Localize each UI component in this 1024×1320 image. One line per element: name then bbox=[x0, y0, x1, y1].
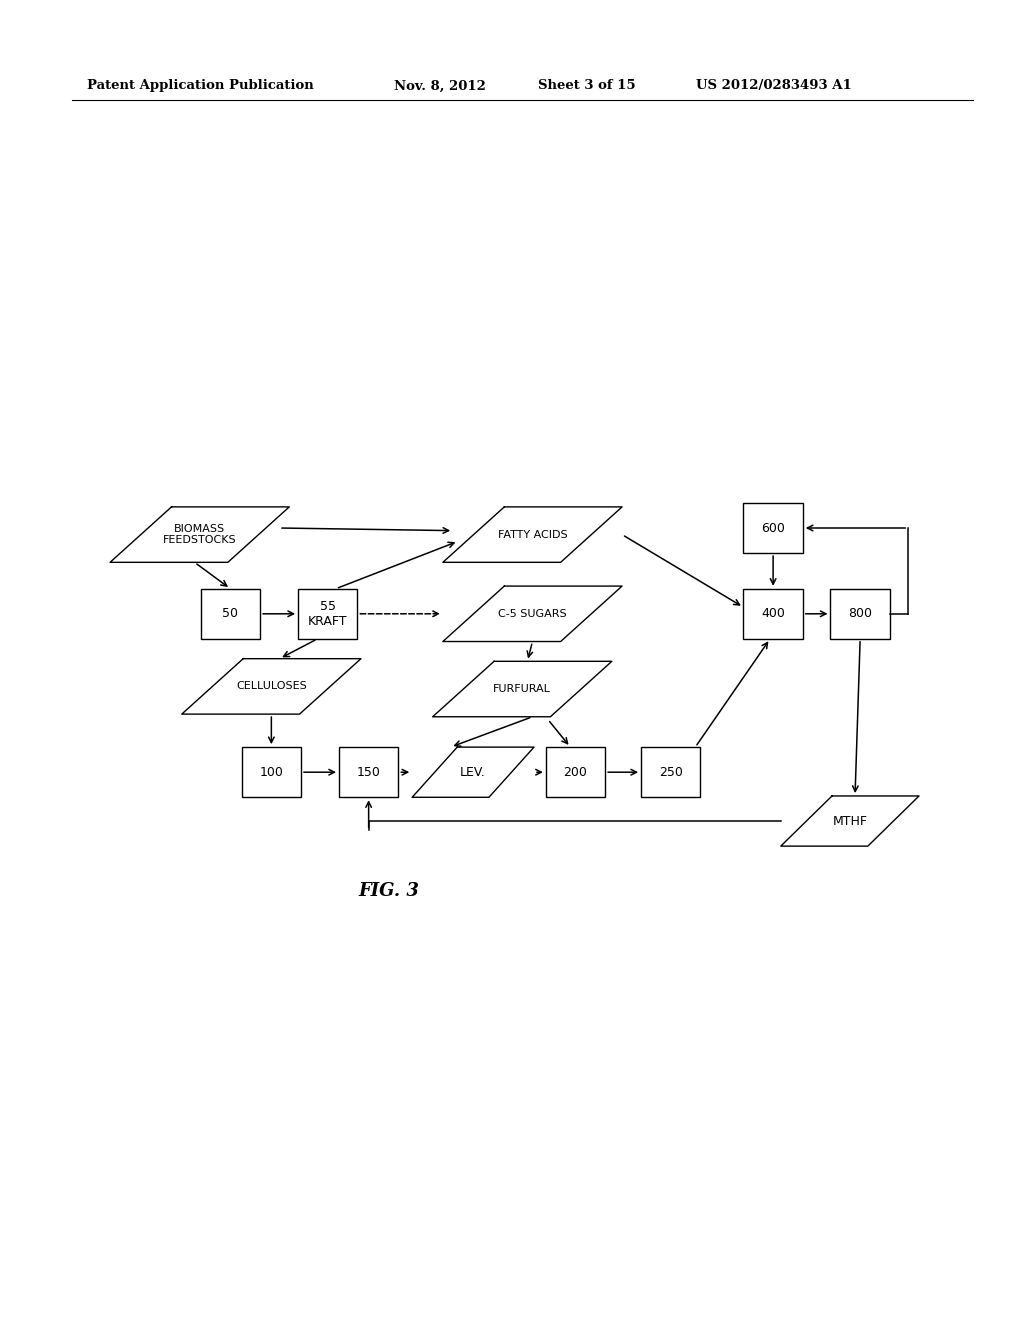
Polygon shape bbox=[442, 586, 623, 642]
Text: 200: 200 bbox=[563, 766, 588, 779]
Text: 250: 250 bbox=[658, 766, 683, 779]
Text: Patent Application Publication: Patent Application Publication bbox=[87, 79, 313, 92]
Bar bbox=[298, 589, 357, 639]
Text: 50: 50 bbox=[222, 607, 239, 620]
Bar bbox=[743, 503, 803, 553]
Text: Sheet 3 of 15: Sheet 3 of 15 bbox=[538, 79, 635, 92]
Text: 800: 800 bbox=[848, 607, 872, 620]
Bar bbox=[201, 589, 260, 639]
Text: 600: 600 bbox=[761, 521, 785, 535]
Bar bbox=[339, 747, 398, 797]
Text: C-5 SUGARS: C-5 SUGARS bbox=[498, 609, 567, 619]
Bar bbox=[830, 589, 890, 639]
Text: CELLULOSES: CELLULOSES bbox=[236, 681, 307, 692]
Text: 100: 100 bbox=[259, 766, 284, 779]
Bar bbox=[546, 747, 605, 797]
Text: FIG. 3: FIG. 3 bbox=[358, 882, 420, 900]
Text: FATTY ACIDS: FATTY ACIDS bbox=[498, 529, 567, 540]
Polygon shape bbox=[111, 507, 289, 562]
Text: 55
KRAFT: 55 KRAFT bbox=[308, 599, 347, 628]
Polygon shape bbox=[780, 796, 920, 846]
Bar bbox=[743, 589, 803, 639]
Bar bbox=[242, 747, 301, 797]
Bar bbox=[641, 747, 700, 797]
Text: 400: 400 bbox=[761, 607, 785, 620]
Polygon shape bbox=[442, 507, 623, 562]
Polygon shape bbox=[182, 659, 361, 714]
Text: 150: 150 bbox=[356, 766, 381, 779]
Text: FURFURAL: FURFURAL bbox=[494, 684, 551, 694]
Text: US 2012/0283493 A1: US 2012/0283493 A1 bbox=[696, 79, 852, 92]
Text: LEV.: LEV. bbox=[460, 766, 486, 779]
Text: MTHF: MTHF bbox=[833, 814, 867, 828]
Polygon shape bbox=[412, 747, 535, 797]
Polygon shape bbox=[432, 661, 612, 717]
Text: BIOMASS
FEEDSTOCKS: BIOMASS FEEDSTOCKS bbox=[163, 524, 237, 545]
Text: Nov. 8, 2012: Nov. 8, 2012 bbox=[394, 79, 486, 92]
